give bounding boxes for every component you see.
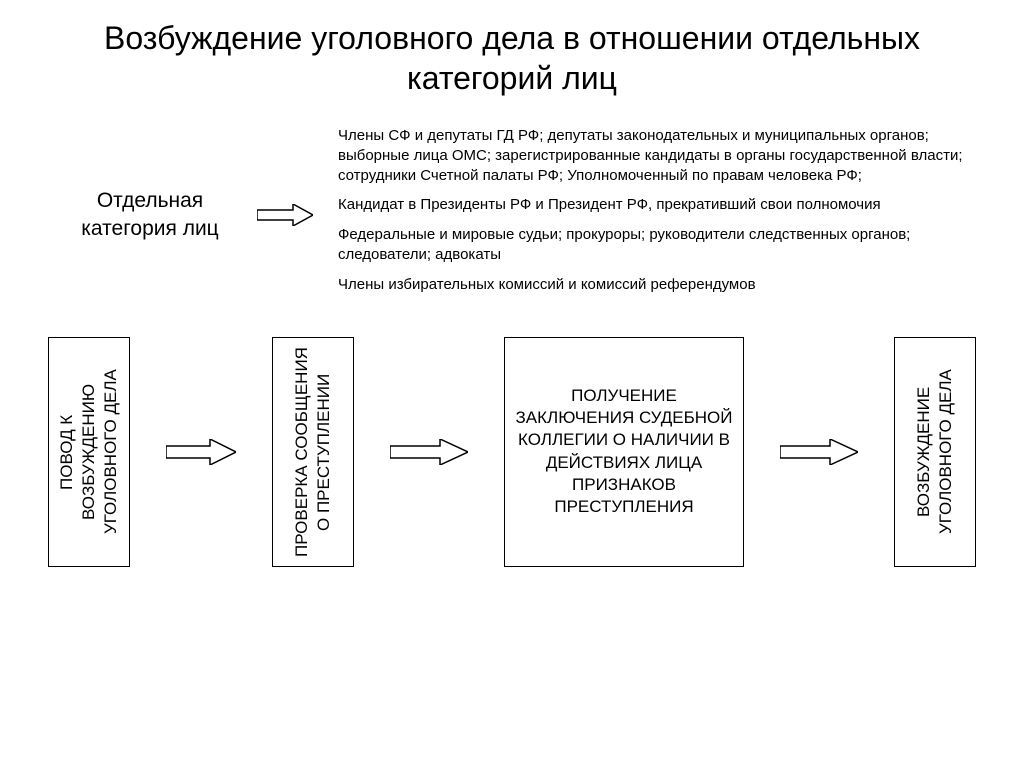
category-label: Отдельная категория лиц bbox=[60, 187, 240, 244]
desc-p1: Члены СФ и депутаты ГД РФ; депутаты зако… bbox=[338, 126, 974, 185]
flow-step-4: ВОЗБУЖДЕНИЕ УГОЛОВНОГО ДЕЛА bbox=[894, 337, 976, 567]
category-description: Члены СФ и депутаты ГД РФ; депутаты зако… bbox=[330, 126, 974, 305]
page-title: Возбуждение уголовного дела в отношении … bbox=[0, 0, 1024, 108]
flow-step-1: ПОВОД К ВОЗБУЖДЕНИЮ УГОЛОВНОГО ДЕЛА bbox=[48, 337, 130, 567]
desc-p4: Члены избирательных комиссий и комиссий … bbox=[338, 275, 974, 295]
arrow-top bbox=[240, 204, 330, 226]
arrow-right-icon bbox=[390, 439, 468, 465]
flow-arrow-1 bbox=[162, 439, 240, 465]
flow-step-2: ПРОВЕРКА СООБЩЕНИЯ О ПРЕСТУПЛЕНИИ bbox=[272, 337, 354, 567]
arrow-right-icon bbox=[257, 204, 313, 226]
desc-p3: Федеральные и мировые судьи; прокуроры; … bbox=[338, 225, 974, 265]
flow-step-3: ПОЛУЧЕНИЕ ЗАКЛЮЧЕНИЯ СУДЕБНОЙ КОЛЛЕГИИ О… bbox=[504, 337, 744, 567]
flow-arrow-3 bbox=[776, 439, 862, 465]
arrow-right-icon bbox=[780, 439, 858, 465]
desc-p2: Кандидат в Президенты РФ и Президент РФ,… bbox=[338, 195, 974, 215]
top-section: Отдельная категория лиц Члены СФ и депут… bbox=[0, 108, 1024, 315]
arrow-right-icon bbox=[166, 439, 236, 465]
flow-section: ПОВОД К ВОЗБУЖДЕНИЮ УГОЛОВНОГО ДЕЛА ПРОВ… bbox=[0, 315, 1024, 567]
flow-arrow-2 bbox=[386, 439, 472, 465]
